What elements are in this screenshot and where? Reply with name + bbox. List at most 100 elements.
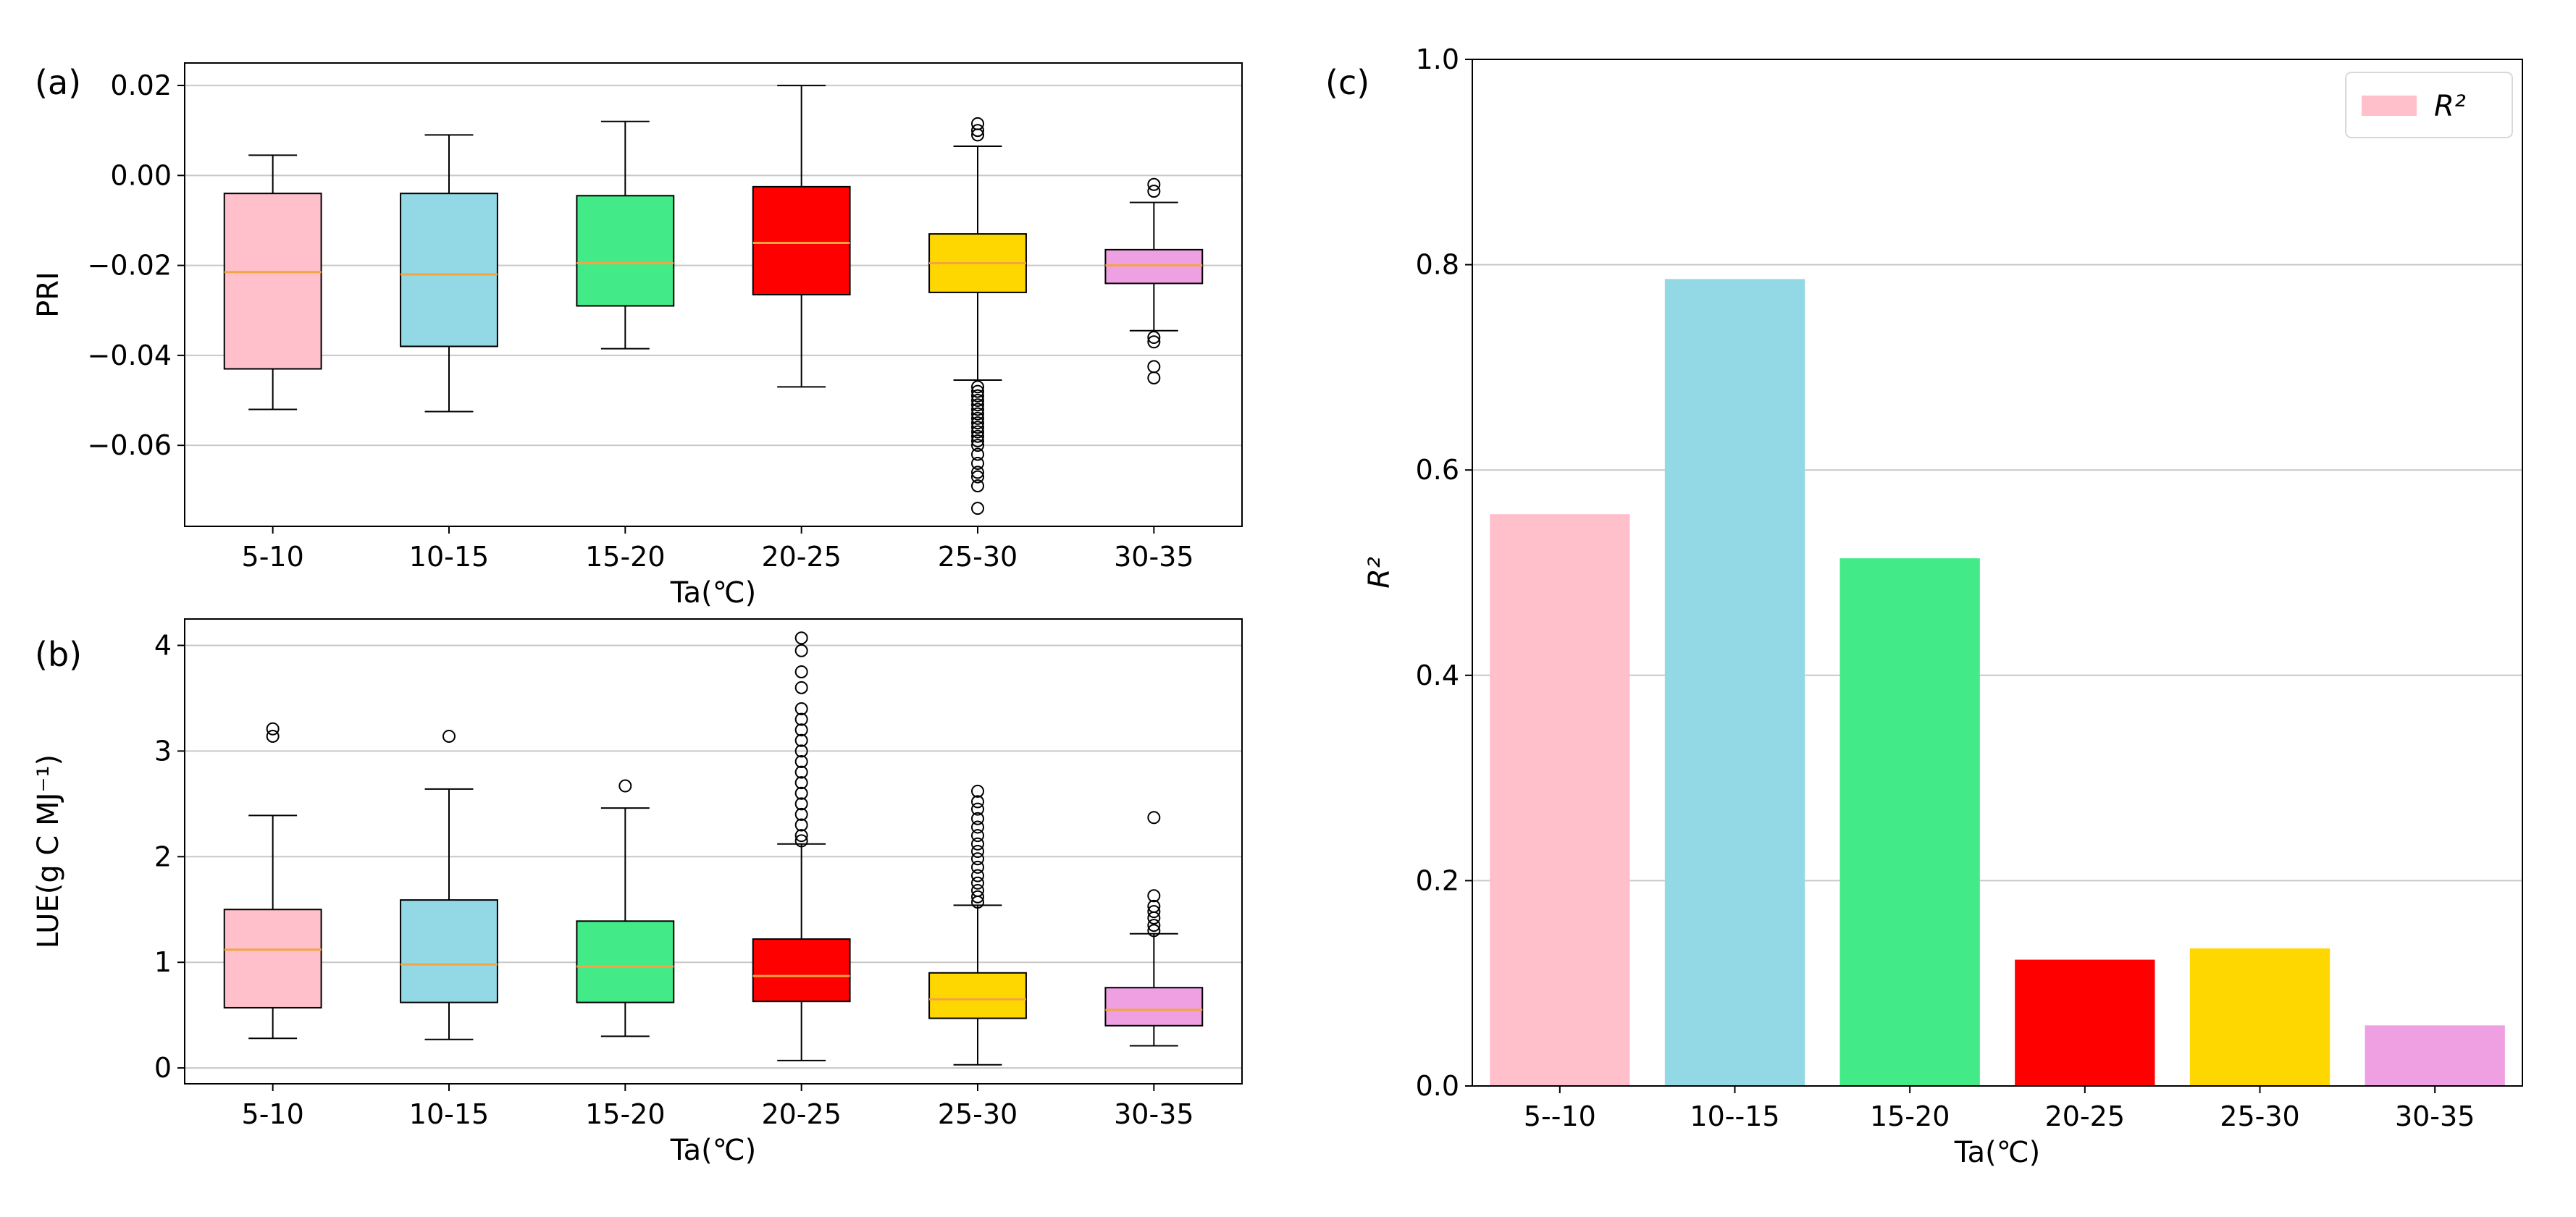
outlier-point — [266, 729, 280, 743]
outlier-point — [971, 411, 984, 425]
outlier-point — [971, 812, 984, 825]
outlier-point — [971, 439, 984, 452]
box-25-30 — [928, 972, 1027, 1019]
x-tick-label: 30-35 — [2395, 1100, 2475, 1132]
x-tick-label: 10-15 — [409, 1098, 489, 1130]
outlier-point — [971, 860, 984, 874]
outlier-point — [971, 389, 984, 403]
outlier-point — [794, 733, 808, 747]
outlier-point — [971, 852, 984, 866]
x-tick-label: 5-10 — [242, 541, 304, 573]
x-tick-label: 25-30 — [2220, 1100, 2299, 1132]
outlier-point — [971, 802, 984, 816]
panel-b-box-plot-lue: 4 3 2 1 0 5-10 10-15 15-20 20-25 25-30 30-35 Ta(℃) L… — [32, 618, 1243, 1167]
y-tick-label: 0.8 — [1416, 249, 1459, 281]
y-tick-label: −0.04 — [88, 340, 172, 371]
bar-15-20 — [1839, 558, 1980, 1086]
x-tick-label: 20-25 — [2045, 1100, 2125, 1132]
y-tick-label: −0.06 — [88, 429, 172, 461]
outlier-point — [971, 407, 984, 421]
y-tick-label: 1.0 — [1416, 43, 1459, 75]
outlier-point — [971, 384, 984, 398]
outlier-point — [266, 722, 280, 736]
outlier-point — [794, 665, 808, 678]
x-tick-label: 25-30 — [938, 1098, 1018, 1130]
outlier-point — [971, 447, 984, 461]
box-15-20 — [576, 920, 675, 1003]
y-tick-label: 0.6 — [1416, 454, 1459, 486]
outlier-point — [1147, 905, 1161, 919]
outlier-point — [971, 124, 984, 138]
y-tick-label: 0 — [154, 1052, 172, 1084]
x-tick-label: 30-35 — [1114, 1098, 1193, 1130]
outlier-point — [971, 784, 984, 798]
x-tick-label: 20-25 — [761, 1098, 841, 1130]
outlier-point — [794, 702, 808, 716]
panel-label: (c) — [1325, 63, 1369, 102]
outlier-point — [1147, 899, 1161, 913]
x-tick-label: 15-20 — [1870, 1100, 1950, 1132]
y-tick-label: 1 — [154, 946, 172, 978]
panel-label: (a) — [35, 63, 81, 102]
box-15-20 — [576, 195, 675, 307]
outlier-point — [794, 744, 808, 758]
x-axis-label: Ta(℃) — [1954, 1136, 2040, 1169]
outlier-point — [794, 765, 808, 779]
x-axis-label: Ta(℃) — [670, 576, 756, 610]
outlier-point — [971, 845, 984, 858]
x-axis-label: Ta(℃) — [670, 1134, 756, 1167]
outlier-point — [971, 869, 984, 883]
outlier-point — [794, 797, 808, 811]
x-tick-label: 10--15 — [1690, 1100, 1779, 1132]
y-tick-label: 4 — [154, 629, 172, 661]
outlier-point — [794, 723, 808, 737]
panel-c-bar-chart-r2: 0.0 0.2 0.4 0.6 0.8 1.0 5--10 10--15 15-20 20-25 2… — [1325, 43, 2523, 1169]
box-5-10 — [223, 909, 322, 1008]
y-tick-label: −0.02 — [88, 250, 172, 282]
outlier-point — [1147, 331, 1161, 345]
y-tick-label: 0.4 — [1416, 660, 1459, 691]
outlier-point — [971, 394, 984, 408]
y-tick-label: 0.00 — [110, 159, 172, 191]
box-30-35 — [1104, 248, 1204, 285]
outlier-point — [1147, 889, 1161, 903]
outlier-point — [971, 502, 984, 515]
y-tick-label: 0.02 — [110, 70, 172, 101]
x-tick-label: 30-35 — [1114, 541, 1193, 573]
outlier-point — [794, 631, 808, 645]
outlier-point — [971, 470, 984, 484]
outlier-point — [1147, 335, 1161, 349]
outlier-point — [794, 712, 808, 726]
outlier-point — [971, 795, 984, 809]
outlier-point — [971, 398, 984, 412]
box-30-35 — [1104, 987, 1204, 1027]
outlier-point — [1147, 371, 1161, 384]
outlier-point — [618, 779, 632, 793]
outlier-point — [1147, 919, 1161, 932]
outlier-point — [794, 834, 808, 848]
outlier-point — [971, 890, 984, 904]
y-axis-label: R² — [1363, 557, 1396, 589]
x-tick-label: 15-20 — [585, 1098, 665, 1130]
outlier-point — [794, 754, 808, 768]
bar-10--15 — [1664, 279, 1805, 1086]
outlier-point — [971, 429, 984, 443]
outlier-point — [794, 776, 808, 790]
legend-label: R² — [2434, 90, 2466, 123]
legend-swatch — [2362, 96, 2417, 116]
outlier-point — [971, 380, 984, 394]
outlier-point — [794, 786, 808, 800]
plot-frame — [1472, 59, 2523, 1087]
outlier-point — [794, 818, 808, 832]
x-tick-label: 10-15 — [409, 541, 489, 573]
outlier-point — [971, 403, 984, 416]
plot-frame — [184, 62, 1243, 527]
x-tick-label: 5-10 — [242, 1098, 304, 1130]
y-tick-label: 0.2 — [1416, 864, 1459, 896]
y-tick-label: 3 — [154, 735, 172, 767]
y-tick-label: 0.0 — [1416, 1070, 1459, 1102]
box-10-15 — [400, 193, 498, 348]
y-axis-label: LUE(g C MJ⁻¹) — [32, 754, 65, 948]
outlier-point — [971, 876, 984, 890]
